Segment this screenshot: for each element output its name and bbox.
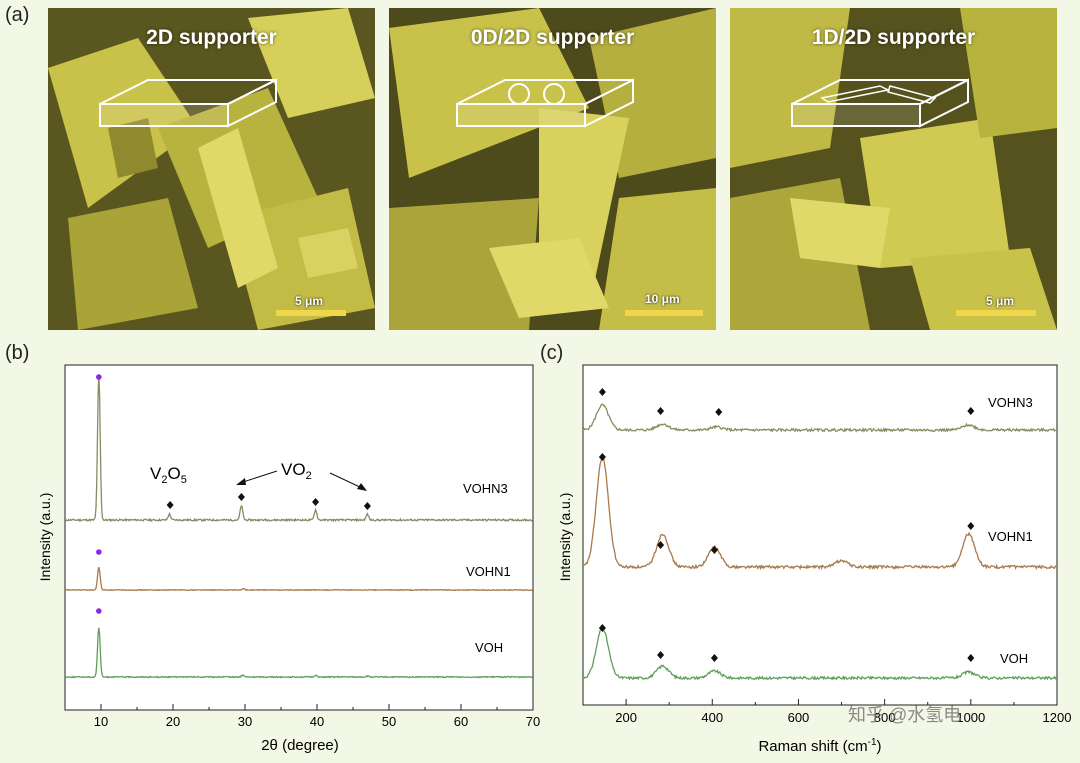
vo2-arrow-left-head xyxy=(236,478,246,485)
raman-plot-area xyxy=(582,364,1058,706)
xrd-plot-area xyxy=(64,364,534,711)
xrd-x-tick-label: 20 xyxy=(166,714,180,729)
sem-image-0d2d: 0D/2D supporter 10 μm xyxy=(389,8,716,330)
sem-texture xyxy=(730,8,1057,330)
watermark: 知乎 @水氢电 xyxy=(848,705,961,725)
vo2-annotation: VO2 xyxy=(281,460,312,482)
raman-voh-diamond-marker xyxy=(657,651,665,659)
raman-vohn1-diamond-marker xyxy=(967,522,975,530)
xrd-line-voh xyxy=(64,627,533,679)
xrd-x-tick-label: 30 xyxy=(238,714,252,729)
xrd-x-tick-label: 10 xyxy=(94,714,108,729)
raman-chart: 200 400 600 800 1000 1200 Raman shift (cm-1) … xyxy=(557,364,1072,755)
raman-vohn3-diamond-marker xyxy=(967,407,975,415)
xrd-y-label: Intensity (a.u.) xyxy=(37,493,53,582)
sem-image-2d: 2D supporter 5 μm xyxy=(48,8,375,330)
scale-bar-0d2d xyxy=(625,310,703,316)
xrd-x-tick-label: 50 xyxy=(382,714,396,729)
raman-y-label: Intensity (a.u.) xyxy=(557,493,573,582)
xrd-vohn3-diamond-marker xyxy=(312,498,320,506)
vo2-arrow-left xyxy=(239,470,278,484)
raman-series-label-voh: VOH xyxy=(1000,651,1028,666)
scale-label-1d2d: 5 μm xyxy=(986,294,1015,308)
panel-label-b: (b) xyxy=(5,342,30,364)
raman-line-vohn1 xyxy=(582,455,1058,571)
v2o5-annotation: V2O5 xyxy=(150,464,187,486)
raman-x-tick-label: 1000 xyxy=(956,710,985,725)
raman-x-tick-label: 200 xyxy=(615,710,637,725)
xrd-peak-dot xyxy=(96,608,102,614)
panel-label-a: (a) xyxy=(5,4,30,26)
xrd-x-label: 2θ (degree) xyxy=(261,737,339,754)
xrd-line-vohn1 xyxy=(64,566,533,592)
sem-texture xyxy=(48,8,375,330)
raman-vohn1-diamond-marker xyxy=(710,546,718,554)
raman-x-tick-label: 800 xyxy=(874,710,896,725)
sem-title-2d: 2D supporter xyxy=(146,26,277,49)
raman-voh-diamond-marker xyxy=(598,624,606,632)
scale-label-2d: 5 μm xyxy=(295,294,324,308)
raman-vohn1-diamond-marker xyxy=(598,453,606,461)
raman-vohn3-diamond-marker xyxy=(715,408,723,416)
raman-series-label-vohn1: VOHN1 xyxy=(988,529,1033,544)
xrd-vohn3-diamond-marker xyxy=(237,493,245,501)
sem-title-1d2d: 1D/2D supporter xyxy=(811,26,976,49)
raman-x-label: Raman shift (cm-1) xyxy=(758,737,881,755)
vo2-arrow-right xyxy=(329,472,363,489)
raman-x-tick-label: 1200 xyxy=(1043,710,1072,725)
xrd-line-vohn3 xyxy=(64,374,533,523)
vo2-arrow-right-head xyxy=(357,483,367,491)
raman-x-tick-label: 400 xyxy=(701,710,723,725)
xrd-series-label-voh: VOH xyxy=(475,640,503,655)
sem-image-1d2d: 1D/2D supporter 5 μm xyxy=(730,8,1057,330)
panel-label-c: (c) xyxy=(540,342,564,364)
sem-title-0d2d: 0D/2D supporter xyxy=(470,26,635,49)
xrd-x-tick-label: 70 xyxy=(526,714,540,729)
raman-voh-diamond-marker xyxy=(710,654,718,662)
xrd-peak-dot xyxy=(96,549,102,555)
scale-label-0d2d: 10 μm xyxy=(645,292,680,306)
raman-series-label-vohn3: VOHN3 xyxy=(988,395,1033,410)
raman-line-vohn3 xyxy=(582,403,1058,433)
raman-vohn3-diamond-marker xyxy=(598,388,606,396)
xrd-peak-dot xyxy=(96,374,102,380)
raman-vohn1-diamond-marker xyxy=(657,541,665,549)
raman-voh-diamond-marker xyxy=(967,654,975,662)
sem-texture xyxy=(389,8,716,330)
raman-vohn3-diamond-marker xyxy=(657,407,665,415)
xrd-x-tick-label: 40 xyxy=(310,714,324,729)
xrd-vohn3-diamond-marker xyxy=(166,501,174,509)
scale-bar-1d2d xyxy=(956,310,1036,316)
raman-x-tick-label: 600 xyxy=(788,710,810,725)
xrd-vohn3-diamond-marker xyxy=(363,502,371,510)
xrd-series-label-vohn3: VOHN3 xyxy=(463,481,508,496)
xrd-x-tick-label: 60 xyxy=(454,714,468,729)
xrd-series-label-vohn1: VOHN1 xyxy=(466,564,511,579)
raman-line-voh xyxy=(582,626,1057,681)
xrd-chart: 10 20 30 40 50 60 70 2θ (degree) Intensity (a.… xyxy=(37,364,540,754)
scale-bar-2d xyxy=(276,310,346,316)
